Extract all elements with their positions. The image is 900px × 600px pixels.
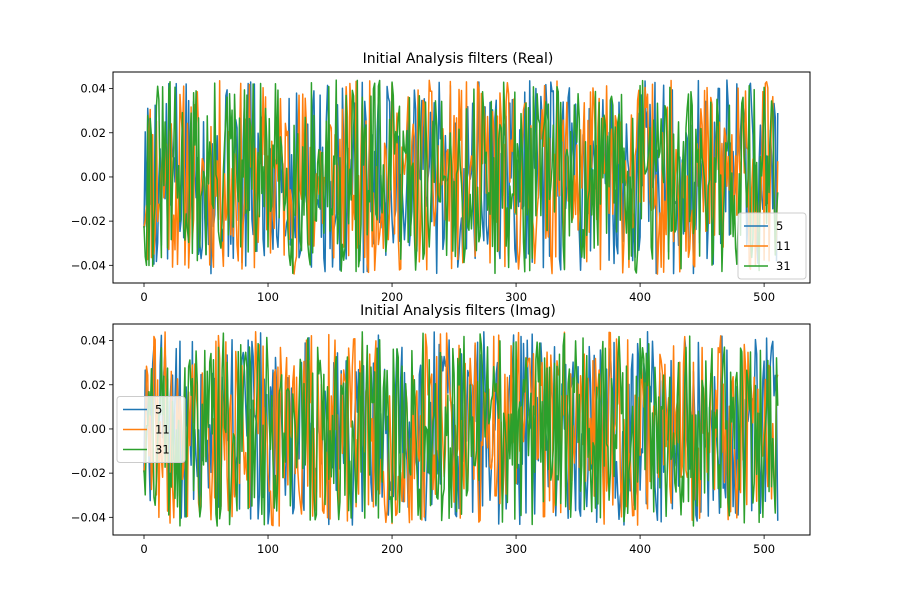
- legend-box: [116, 396, 186, 463]
- series-line-5: [143, 79, 779, 275]
- y-tick-label: 0.00: [80, 170, 106, 184]
- axes-frame-imag: [112, 323, 811, 536]
- legend-label-11: 11: [155, 423, 170, 437]
- x-tick-label: 100: [257, 290, 279, 304]
- y-tick-label: −0.04: [71, 510, 106, 524]
- y-tick-label: 0.04: [80, 334, 106, 348]
- legend-label-31: 31: [776, 259, 791, 273]
- x-tick-label: 0: [140, 290, 147, 304]
- series-layer-imag: [143, 331, 779, 527]
- x-tick-label: 0: [140, 542, 147, 556]
- legend-label-5: 5: [155, 403, 162, 417]
- legend-label-5: 5: [776, 219, 783, 233]
- x-tick-label: 100: [257, 542, 279, 556]
- y-tick-label: −0.02: [71, 466, 106, 480]
- legend-label-31: 31: [155, 443, 170, 457]
- axes-frame-real: [112, 71, 811, 284]
- chart-title-imag: Initial Analysis filters (Imag): [360, 303, 556, 319]
- ticks-real: 0 100 200 300 400 500 −0.04 −0.02 0.00 0.02 0.04: [71, 82, 775, 304]
- y-tick-label: −0.04: [71, 258, 106, 272]
- legend-box: [737, 212, 807, 280]
- x-tick-label: 300: [505, 542, 527, 556]
- legend-imag: 5 11 31: [116, 396, 186, 463]
- legend-real: 5 11 31: [737, 212, 807, 280]
- y-tick-label: 0.04: [80, 82, 106, 96]
- x-tick-label: 200: [381, 542, 403, 556]
- axes-imag: Initial Analysis filters (Imag) 0 100 200 3…: [71, 303, 811, 556]
- x-tick-label: 400: [629, 290, 651, 304]
- x-tick-label: 400: [629, 542, 651, 556]
- x-tick-label: 200: [381, 290, 403, 304]
- legend-label-11: 11: [776, 239, 791, 253]
- y-tick-label: −0.02: [71, 214, 106, 228]
- ticks-imag: 0 100 200 300 400 500 −0.04 −0.02 0.00 0.02 0.04: [71, 334, 775, 556]
- series-line-31: [143, 79, 779, 275]
- chart-title-real: Initial Analysis filters (Real): [363, 51, 554, 67]
- series-line-11: [143, 79, 779, 275]
- x-tick-label: 500: [753, 290, 775, 304]
- series-layer-real: [143, 79, 779, 275]
- x-tick-label: 300: [505, 290, 527, 304]
- y-tick-label: 0.02: [80, 378, 106, 392]
- y-tick-label: 0.02: [80, 126, 106, 140]
- axes-real: Initial Analysis filters (Real) 0 100 200 3…: [71, 51, 811, 304]
- x-tick-label: 500: [753, 542, 775, 556]
- y-tick-label: 0.00: [80, 422, 106, 436]
- series-line-31: [143, 331, 779, 527]
